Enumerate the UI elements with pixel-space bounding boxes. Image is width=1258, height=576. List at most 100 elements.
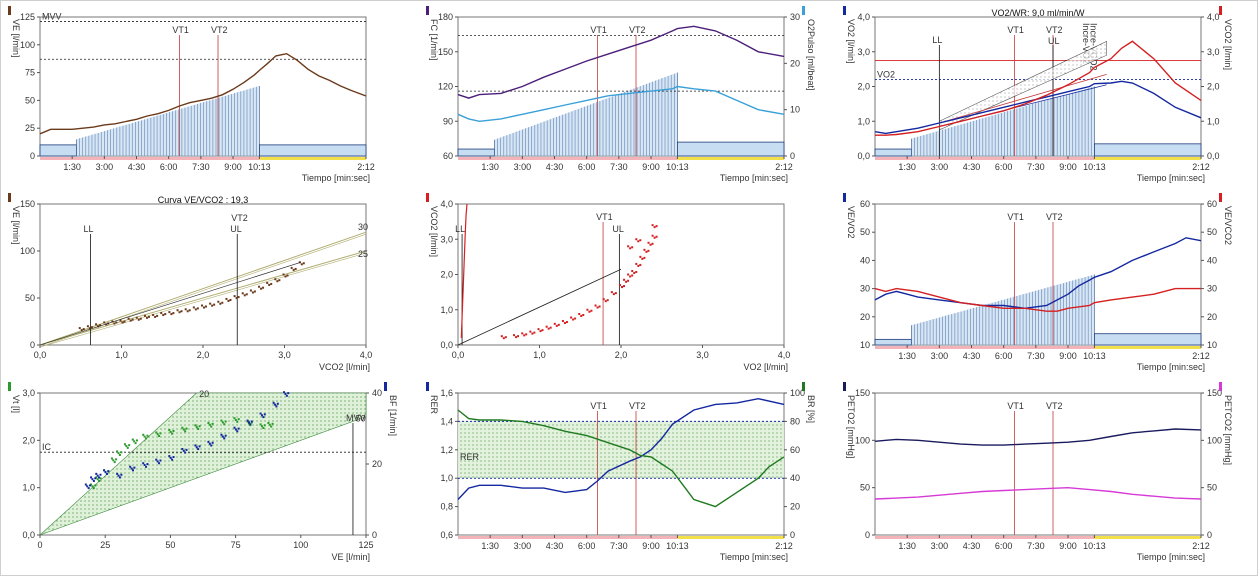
x-tick-label: 7:30 [610,541,628,551]
y-tick-label: 0 [30,340,35,350]
data-point [117,452,120,455]
data-point [169,456,172,459]
data-point [91,478,94,481]
data-point [128,444,131,447]
data-point [525,333,528,336]
x-tick-label: 6:00 [160,162,178,172]
data-point [194,444,197,447]
x-tick-label: 1:30 [63,162,81,172]
x-tick-label: 4,0 [360,350,373,360]
data-point [168,455,171,458]
panel-p9: VT1 VT2 0 50 100 150 0 50 100 150 1:30 3:00 4:30 6:00… [843,382,1233,562]
data-point [98,476,101,479]
y2-tick-label: 150 [1207,388,1222,398]
data-point [270,282,273,285]
data-point [184,308,187,311]
data-point [515,336,518,339]
y2-tick-label: 60 [1207,199,1217,209]
vline-label: VT2 [231,213,248,223]
vline-label: VT2 [629,25,646,35]
data-point [539,330,542,333]
data-point [233,295,236,298]
vline-label: VT1 [1007,401,1024,411]
data-point [176,309,179,312]
data-point [182,428,185,431]
y-tick-label: 60 [443,151,453,161]
x-axis-label: VO2 [l/min] [743,362,788,372]
data-point [211,441,214,444]
vline-label: VT1 [590,25,607,35]
y-axis-label: RER [429,395,439,415]
data-point [192,306,195,309]
data-point [250,420,253,423]
x-tick-label: 4:30 [963,541,981,551]
chart-title: Curva VE/VCO2 : 19,3 [158,195,249,205]
data-point [635,238,638,241]
data-point [96,478,99,481]
data-point [270,425,273,428]
data-point [612,293,615,296]
y-tick-label: 1,0 [857,116,870,126]
y2-tick-label: 30 [790,12,800,22]
data-point [135,439,138,442]
y-tick-label: 125 [20,12,35,22]
y-tick-label: 50 [25,95,35,105]
data-point [517,335,520,338]
y2-tick-label: 40 [1207,255,1217,265]
x-tick-label: 50 [165,540,175,550]
y-axis-label: VCO2 [l/min] [429,206,439,257]
data-point [224,434,227,437]
y2-tick-label: 0 [1207,530,1212,540]
x-tick-label: 3:00 [96,162,114,172]
data-point [201,304,203,307]
x-tick-label: 2:12 [775,162,793,172]
data-point [237,427,240,430]
data-point [145,465,148,468]
data-point [184,430,187,433]
data-point [110,457,113,460]
y2-tick-label: 20 [790,58,800,68]
x-tick-label: 10:13 [666,162,689,172]
x-tick-label: 25 [100,540,110,550]
y-tick-label: 30 [860,284,870,294]
data-point [185,448,188,451]
data-point [629,275,632,278]
x-tick-label: 2:12 [1192,162,1210,172]
data-point [195,446,198,449]
y-tick-label: 60 [860,199,870,209]
vline-label: VT1 [596,212,613,222]
y-tick-label: 120 [438,82,453,92]
data-point [631,269,634,272]
data-point [274,278,277,281]
y-tick-label: 2,0 [22,435,35,445]
data-point [98,480,101,482]
data-point [276,402,279,405]
data-point [225,297,228,300]
chart-title: VO2/WR: 9,0 ml/min/W [991,8,1085,18]
data-point [302,262,305,265]
y-tick-label: 4,0 [857,12,870,22]
x-tick-label: 10:13 [248,162,271,172]
series-line-VE [39,52,367,135]
y-axis-label: Vt [l] [11,395,21,413]
data-point [159,432,162,435]
data-point [651,242,654,245]
data-point [211,422,214,425]
data-point [120,451,123,454]
data-point [224,420,227,423]
y-tick-label: 0,0 [857,151,870,161]
y-tick-label: 1,6 [440,388,453,398]
y-tick-label: 100 [20,246,35,256]
x-tick-label: 4,0 [778,350,791,360]
data-point [268,423,271,426]
x-tick-label: 1:30 [898,351,916,361]
y-tick-label: 100 [20,40,35,50]
reference-line-label: MVV [42,11,62,21]
data-point [260,414,263,417]
data-point [272,401,275,404]
y-tick-label: 0,0 [22,530,35,540]
x-tick-label: 4:30 [128,162,146,172]
data-point [162,314,165,317]
x-tick-label: 9:00 [1059,162,1077,172]
data-point [220,433,223,436]
